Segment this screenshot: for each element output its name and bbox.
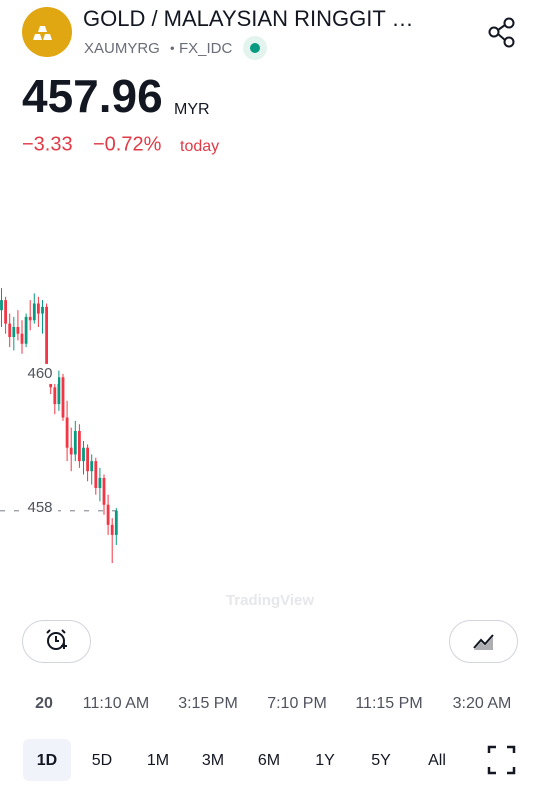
candle-body bbox=[106, 504, 110, 525]
currency: MYR bbox=[174, 101, 210, 118]
time-label: 11:10 AM bbox=[83, 695, 149, 712]
watermark: TradingView bbox=[226, 592, 314, 609]
candle-body bbox=[16, 326, 20, 334]
time-label: 3:15 PM bbox=[178, 695, 238, 712]
range-button[interactable]: 5D bbox=[92, 752, 112, 769]
candle-body bbox=[78, 430, 81, 462]
candle-body bbox=[90, 461, 94, 472]
change-percent: −0.72% bbox=[93, 133, 162, 155]
candle-body bbox=[114, 510, 118, 535]
y-tick-label: 460 bbox=[27, 365, 52, 382]
candle-body bbox=[57, 377, 61, 405]
range-selected-bg bbox=[23, 739, 71, 781]
candle-body bbox=[24, 316, 28, 344]
candle-body bbox=[110, 524, 114, 535]
separator: • bbox=[170, 40, 175, 55]
candle-body bbox=[28, 316, 32, 321]
range-button[interactable]: 1M bbox=[147, 752, 169, 769]
range-button[interactable]: 3M bbox=[202, 752, 224, 769]
range-button[interactable]: 6M bbox=[258, 752, 280, 769]
y-tick-label: 458 bbox=[27, 499, 52, 516]
time-label: 20 bbox=[35, 695, 53, 712]
range-button[interactable]: 5Y bbox=[371, 752, 391, 769]
candle-body bbox=[20, 333, 24, 344]
candle-body bbox=[49, 380, 53, 388]
candle-body bbox=[32, 303, 36, 321]
candle-body bbox=[45, 306, 48, 381]
candle-body bbox=[69, 447, 73, 455]
time-label: 11:15 PM bbox=[355, 695, 422, 712]
range-button[interactable]: 1D bbox=[37, 752, 57, 769]
share-button[interactable] bbox=[488, 17, 515, 48]
candle-body bbox=[41, 306, 44, 314]
time-label: 7:10 PM bbox=[267, 695, 327, 712]
tick-label-bg bbox=[22, 498, 58, 519]
candle-body bbox=[53, 387, 57, 405]
candle-body bbox=[98, 477, 102, 488]
symbol-code: XAUMYRG bbox=[84, 40, 160, 57]
range-button[interactable]: 1Y bbox=[315, 752, 335, 769]
candle-body bbox=[65, 417, 69, 448]
range-bar: 1D 5D 1M 3M 6M 1Y 5Y All bbox=[23, 739, 446, 781]
candle-body bbox=[86, 447, 89, 472]
price: 457.96 bbox=[22, 70, 163, 122]
candle-body bbox=[82, 447, 85, 462]
symbol-icon bbox=[22, 7, 72, 57]
chart-type-button[interactable] bbox=[449, 620, 518, 663]
tick-label-bg bbox=[22, 363, 58, 384]
exchange: FX_IDC bbox=[179, 40, 233, 57]
symbol-title: GOLD / MALAYSIAN RINGGIT … bbox=[83, 6, 413, 31]
range-button[interactable]: All bbox=[428, 752, 446, 769]
change-period: today bbox=[180, 138, 219, 155]
candle-body bbox=[94, 461, 98, 488]
candle-body bbox=[12, 326, 16, 338]
alert-button[interactable] bbox=[22, 620, 91, 663]
status-dot bbox=[250, 43, 260, 53]
candle-body bbox=[73, 430, 77, 455]
fullscreen-button[interactable] bbox=[487, 745, 516, 775]
change: −3.33 bbox=[22, 133, 73, 155]
candle-body bbox=[4, 300, 7, 324]
candle-body bbox=[102, 477, 106, 505]
candle-body bbox=[0, 300, 3, 311]
time-label: 3:20 AM bbox=[453, 695, 512, 712]
price-chart: 460 458 20 11:10 AM 3:15 PM 7:10 PM 11:15 PM 3:… bbox=[0, 288, 511, 712]
candle-body bbox=[37, 303, 40, 314]
candle-body bbox=[61, 377, 65, 418]
candle-body bbox=[8, 323, 12, 338]
